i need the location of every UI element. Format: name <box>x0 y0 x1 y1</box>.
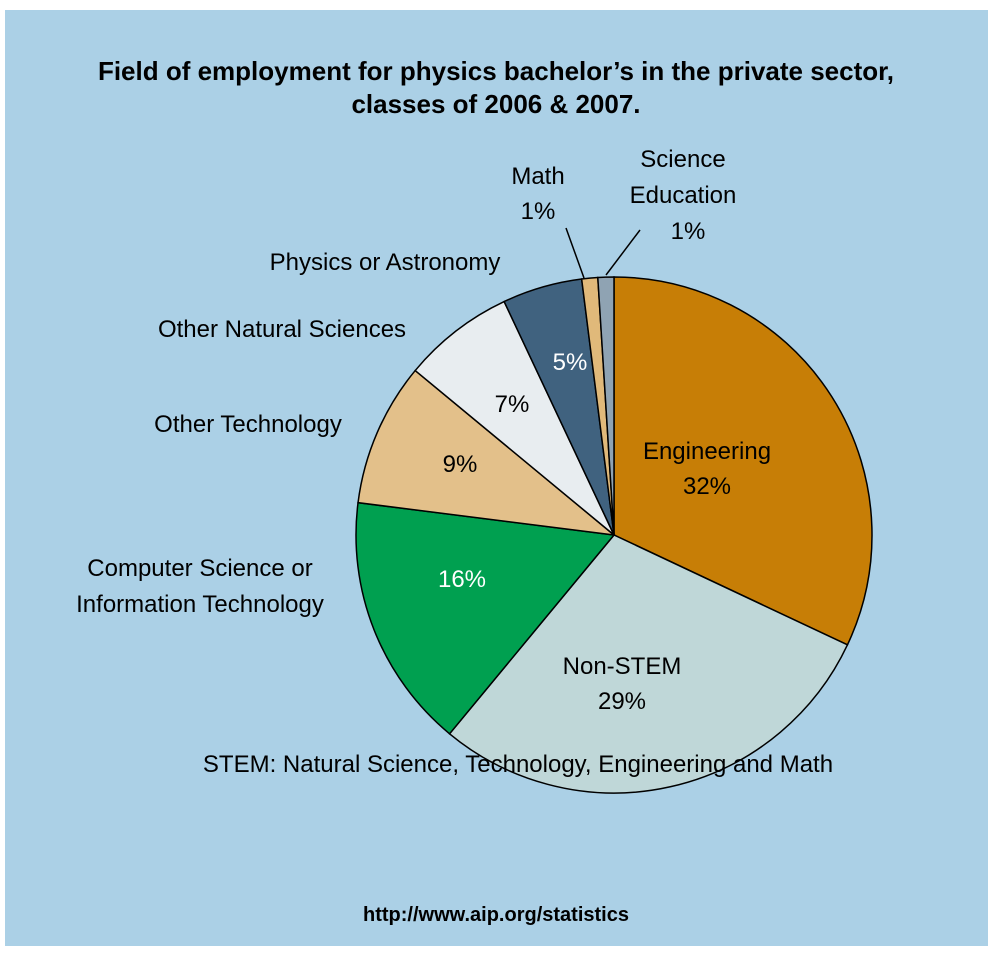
slice-name: Non-STEM <box>562 653 682 680</box>
slice-name: Engineering <box>642 438 772 465</box>
chart-title: Field of employment for physics bachelor… <box>97 56 895 119</box>
slice-value: 1% <box>670 218 706 245</box>
slice-name: Math <box>511 163 565 190</box>
slice-value: 7% <box>494 391 530 418</box>
leader-line <box>565 227 585 279</box>
slice-name: Science Education <box>629 146 737 209</box>
slice-value: 16% <box>437 566 487 593</box>
slice-value: 9% <box>442 451 478 478</box>
slice-name: Physics or Astronomy <box>269 249 501 276</box>
pie-slice <box>414 300 615 536</box>
pie-slice <box>448 534 849 794</box>
annotation: http://www.aip.org/statistics <box>363 904 629 926</box>
leader-line <box>605 229 641 276</box>
slice-name: Other Technology <box>154 411 342 438</box>
slice-name: Computer Science or Information Technolo… <box>76 555 324 618</box>
pie-slice <box>597 276 615 536</box>
annotation: STEM: Natural Science, Technology, Engin… <box>202 751 834 778</box>
pie-slice <box>355 501 616 735</box>
slice-value: 5% <box>552 349 588 376</box>
slice-name: Other Natural Sciences <box>157 316 407 343</box>
slice-value: 1% <box>520 198 556 225</box>
pie-slice <box>357 369 617 537</box>
slice-value: 32% <box>682 473 732 500</box>
slice-value: 29% <box>597 688 647 715</box>
pie-slice <box>613 276 873 646</box>
